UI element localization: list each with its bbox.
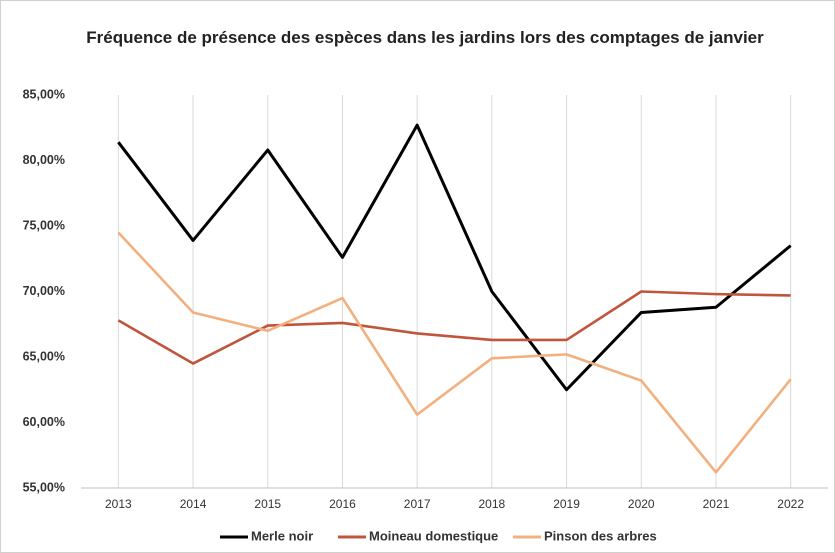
x-tick-label: 2016 <box>329 497 356 511</box>
series-line <box>117 290 791 365</box>
x-tick-label: 2015 <box>254 497 281 511</box>
series-line <box>117 231 792 474</box>
legend-label: Merle noir <box>251 528 313 543</box>
x-tick-label: 2013 <box>105 497 132 511</box>
x-tick-label: 2019 <box>553 497 580 511</box>
x-tick-label: 2021 <box>703 497 730 511</box>
x-tick-label: 2020 <box>628 497 655 511</box>
y-tick-label: 70,00% <box>23 284 65 298</box>
legend-label: Pinson des arbres <box>544 528 657 543</box>
y-tick-label: 55,00% <box>23 480 65 494</box>
y-tick-label: 75,00% <box>23 218 65 232</box>
y-tick-label: 80,00% <box>23 153 65 167</box>
x-tick-label: 2014 <box>180 497 207 511</box>
x-tick-label: 2018 <box>478 497 505 511</box>
y-tick-label: 85,00% <box>23 87 65 101</box>
y-tick-label: 65,00% <box>23 349 65 363</box>
x-tick-label: 2022 <box>777 497 804 511</box>
y-tick-label: 60,00% <box>23 415 65 429</box>
x-tick-label: 2017 <box>404 497 431 511</box>
series-line <box>117 123 792 392</box>
legend-label: Moineau domestique <box>369 528 498 543</box>
chart-title: Fréquence de présence des espèces dans l… <box>86 28 764 47</box>
